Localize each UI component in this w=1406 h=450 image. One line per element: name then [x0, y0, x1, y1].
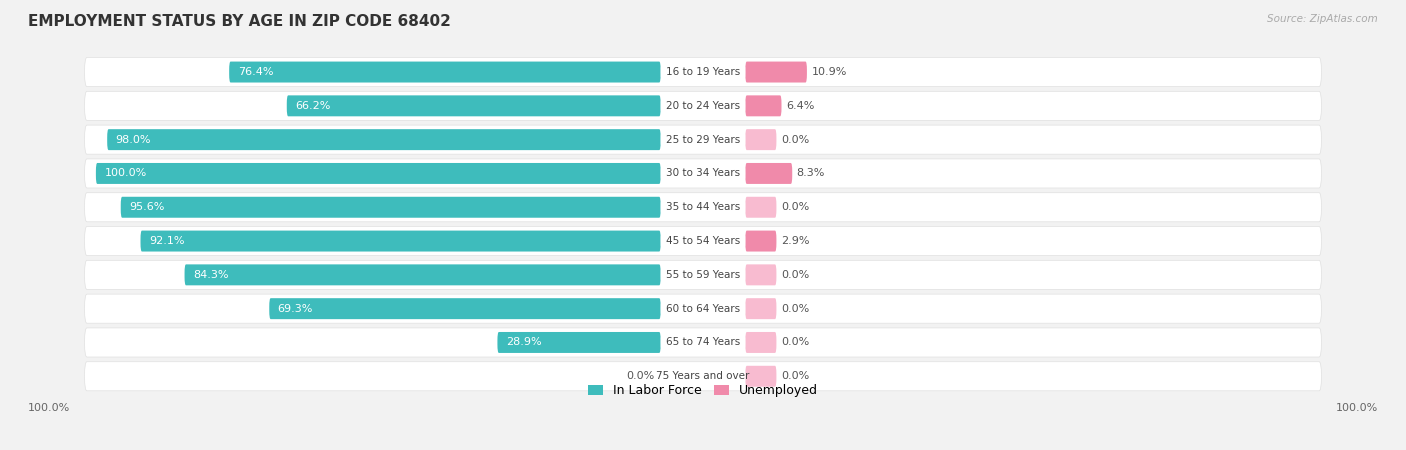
FancyBboxPatch shape [121, 197, 661, 218]
FancyBboxPatch shape [745, 332, 776, 353]
Text: 8.3%: 8.3% [797, 168, 825, 179]
FancyBboxPatch shape [84, 226, 1322, 256]
FancyBboxPatch shape [745, 230, 776, 252]
FancyBboxPatch shape [745, 129, 776, 150]
Text: 92.1%: 92.1% [149, 236, 184, 246]
Text: 65 to 74 Years: 65 to 74 Years [666, 338, 740, 347]
Text: 100.0%: 100.0% [104, 168, 146, 179]
Text: 100.0%: 100.0% [28, 403, 70, 413]
FancyBboxPatch shape [661, 366, 745, 386]
FancyBboxPatch shape [745, 366, 776, 387]
Text: 25 to 29 Years: 25 to 29 Years [666, 135, 740, 144]
FancyBboxPatch shape [745, 197, 776, 218]
FancyBboxPatch shape [84, 58, 1322, 86]
FancyBboxPatch shape [661, 299, 745, 319]
FancyBboxPatch shape [661, 130, 745, 149]
Text: 66.2%: 66.2% [295, 101, 330, 111]
Text: 84.3%: 84.3% [193, 270, 229, 280]
FancyBboxPatch shape [745, 265, 776, 285]
Text: 0.0%: 0.0% [780, 371, 810, 381]
FancyBboxPatch shape [84, 125, 1322, 154]
FancyBboxPatch shape [107, 129, 661, 150]
FancyBboxPatch shape [84, 328, 1322, 357]
FancyBboxPatch shape [229, 62, 661, 82]
FancyBboxPatch shape [270, 298, 661, 319]
Text: 98.0%: 98.0% [115, 135, 152, 144]
FancyBboxPatch shape [84, 362, 1322, 391]
Text: 20 to 24 Years: 20 to 24 Years [666, 101, 740, 111]
Text: EMPLOYMENT STATUS BY AGE IN ZIP CODE 68402: EMPLOYMENT STATUS BY AGE IN ZIP CODE 684… [28, 14, 451, 28]
FancyBboxPatch shape [661, 333, 745, 352]
Text: 30 to 34 Years: 30 to 34 Years [666, 168, 740, 179]
Text: 60 to 64 Years: 60 to 64 Years [666, 304, 740, 314]
FancyBboxPatch shape [96, 163, 661, 184]
Text: 95.6%: 95.6% [129, 202, 165, 212]
FancyBboxPatch shape [745, 62, 807, 82]
Text: 0.0%: 0.0% [627, 371, 655, 381]
Text: 0.0%: 0.0% [780, 304, 810, 314]
FancyBboxPatch shape [661, 164, 745, 183]
Text: 100.0%: 100.0% [1336, 403, 1378, 413]
FancyBboxPatch shape [498, 332, 661, 353]
FancyBboxPatch shape [184, 265, 661, 285]
Text: 45 to 54 Years: 45 to 54 Years [666, 236, 740, 246]
Text: 55 to 59 Years: 55 to 59 Years [666, 270, 740, 280]
FancyBboxPatch shape [84, 260, 1322, 289]
FancyBboxPatch shape [745, 163, 792, 184]
FancyBboxPatch shape [661, 62, 745, 82]
FancyBboxPatch shape [84, 294, 1322, 323]
FancyBboxPatch shape [661, 198, 745, 217]
Text: 0.0%: 0.0% [780, 135, 810, 144]
Text: 69.3%: 69.3% [278, 304, 314, 314]
Text: 6.4%: 6.4% [786, 101, 814, 111]
Text: 28.9%: 28.9% [506, 338, 541, 347]
Legend: In Labor Force, Unemployed: In Labor Force, Unemployed [583, 379, 823, 402]
FancyBboxPatch shape [661, 265, 745, 285]
FancyBboxPatch shape [661, 231, 745, 251]
Text: 75 Years and over: 75 Years and over [657, 371, 749, 381]
FancyBboxPatch shape [84, 91, 1322, 121]
FancyBboxPatch shape [745, 298, 776, 319]
Text: Source: ZipAtlas.com: Source: ZipAtlas.com [1267, 14, 1378, 23]
Text: 16 to 19 Years: 16 to 19 Years [666, 67, 740, 77]
Text: 0.0%: 0.0% [780, 202, 810, 212]
Text: 0.0%: 0.0% [780, 338, 810, 347]
FancyBboxPatch shape [141, 230, 661, 252]
FancyBboxPatch shape [84, 193, 1322, 222]
FancyBboxPatch shape [661, 96, 745, 116]
FancyBboxPatch shape [745, 95, 782, 116]
Text: 35 to 44 Years: 35 to 44 Years [666, 202, 740, 212]
FancyBboxPatch shape [84, 159, 1322, 188]
FancyBboxPatch shape [287, 95, 661, 116]
Text: 0.0%: 0.0% [780, 270, 810, 280]
Text: 76.4%: 76.4% [238, 67, 273, 77]
Text: 10.9%: 10.9% [811, 67, 846, 77]
Text: 2.9%: 2.9% [780, 236, 810, 246]
